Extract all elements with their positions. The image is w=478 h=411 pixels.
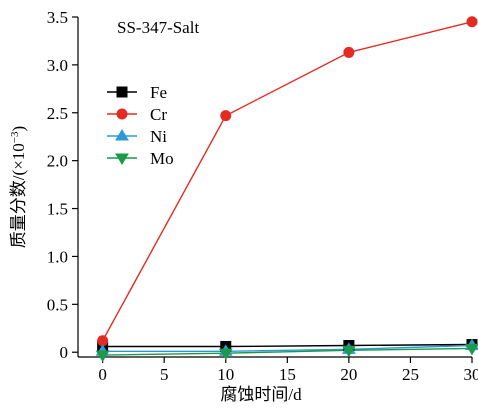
data-point-cr bbox=[98, 336, 108, 346]
series-markers bbox=[97, 17, 478, 361]
axes: 0 5 10 15 20 25 30 0 0.5 1.0 1.5 2.0 2.5 3.0 3.5 bbox=[47, 8, 478, 384]
legend-label-ni: Ni bbox=[150, 127, 167, 146]
series-line-fe bbox=[103, 345, 472, 347]
series-lines bbox=[103, 22, 472, 355]
legend: Fe Cr Ni Mo bbox=[107, 83, 174, 168]
x-tick-label: 30 bbox=[464, 365, 478, 384]
y-tick-label: 3.0 bbox=[47, 56, 68, 75]
y-axis-title: 质量分数/(×10−3) bbox=[9, 126, 28, 248]
data-point-cr bbox=[344, 47, 354, 57]
legend-marker-fe bbox=[117, 87, 127, 97]
x-tick-label: 25 bbox=[402, 365, 419, 384]
x-tick-label: 15 bbox=[279, 365, 296, 384]
y-axis-title-exponent: −3 bbox=[9, 131, 21, 143]
y-tick-label: 1.0 bbox=[47, 247, 68, 266]
x-tick-label: 20 bbox=[340, 365, 357, 384]
legend-label-fe: Fe bbox=[150, 83, 167, 102]
y-tick-label: 0 bbox=[60, 343, 69, 362]
legend-marker-cr bbox=[117, 109, 127, 119]
y-axis-title-close: ) bbox=[9, 126, 28, 132]
y-tick-label: 0.5 bbox=[47, 295, 68, 314]
y-tick-label: 2.0 bbox=[47, 152, 68, 171]
series-line-cr bbox=[103, 22, 472, 341]
x-tick-label: 5 bbox=[160, 365, 169, 384]
y-tick-label: 1.5 bbox=[47, 200, 68, 219]
data-point-cr bbox=[467, 17, 477, 27]
x-tick-label: 10 bbox=[217, 365, 234, 384]
x-tick-label: 0 bbox=[98, 365, 107, 384]
legend-marker-ni bbox=[116, 130, 128, 140]
data-point-mo bbox=[97, 351, 109, 361]
y-tick-label: 2.5 bbox=[47, 104, 68, 123]
legend-label-cr: Cr bbox=[150, 105, 167, 124]
legend-marker-mo bbox=[116, 154, 128, 164]
y-tick-label: 3.5 bbox=[47, 8, 68, 27]
legend-label-mo: Mo bbox=[150, 149, 174, 168]
x-axis-title: 腐蚀时间/d bbox=[220, 385, 302, 404]
y-axis-title-main: 质量分数/(×10 bbox=[9, 143, 28, 248]
data-point-cr bbox=[221, 111, 231, 121]
panel-title: SS-347-Salt bbox=[117, 18, 199, 37]
